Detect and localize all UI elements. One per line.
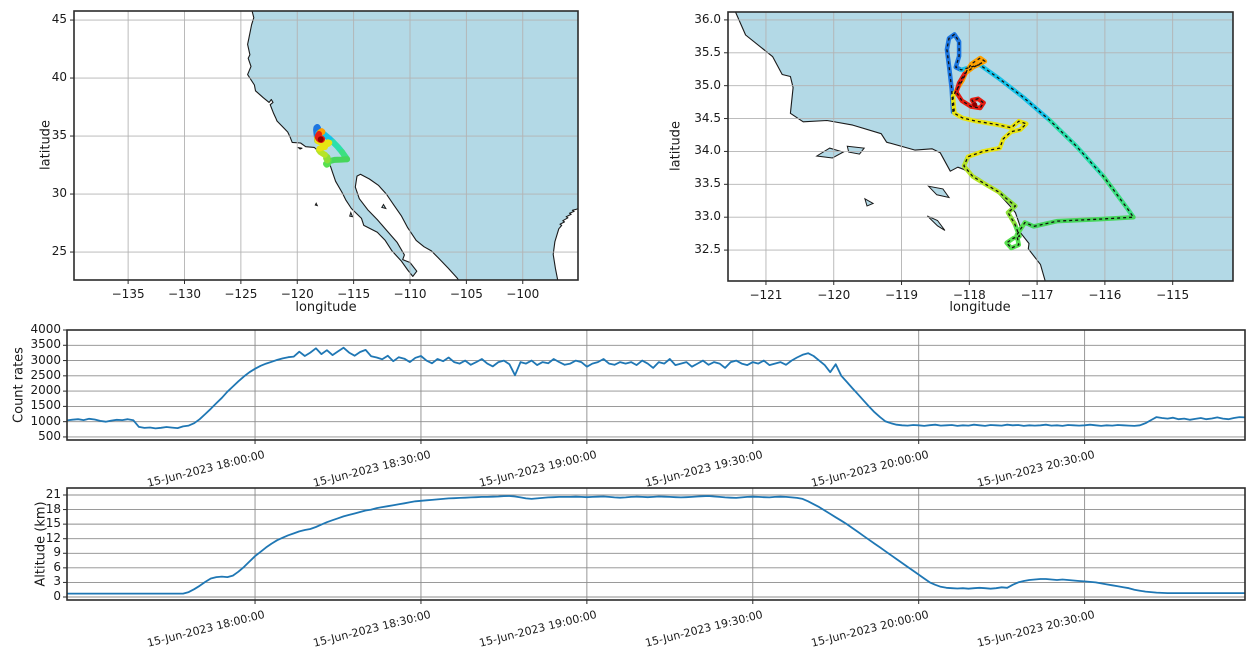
lon-tick-label: −115 (1156, 288, 1190, 302)
y-tick-label: 9 (53, 545, 61, 560)
lon-tick-label: −119 (885, 288, 918, 302)
altitude-plot (63, 487, 1246, 604)
y-tick-label: 3 (53, 574, 61, 589)
time-tick-label: 15-Jun-2023 19:00:00 (478, 447, 599, 490)
lon-tick-label: −117 (1020, 288, 1054, 302)
lat-tick-label: 35.0 (694, 77, 721, 92)
lat-tick-label: 36.0 (694, 11, 721, 26)
time-tick-label: 15-Jun-2023 19:00:00 (478, 607, 599, 650)
y-tick-label: 2500 (30, 367, 61, 382)
lat-tick-label: 30 (51, 186, 67, 201)
lon-tick-label: −116 (1088, 288, 1122, 302)
lon-tick-label: −121 (749, 288, 783, 302)
lat-tick-label: 32.5 (694, 242, 721, 257)
map-detail-plot (724, 11, 1234, 285)
y-tick-label: 3500 (30, 337, 61, 352)
time-tick-label: 15-Jun-2023 19:30:00 (643, 607, 765, 650)
time-tick-label: 15-Jun-2023 18:30:00 (312, 447, 433, 490)
y-tick-label: 4000 (30, 322, 61, 336)
lat-tick-label: 34.5 (694, 110, 721, 125)
lat-tick-label: 45 (51, 12, 67, 27)
y-tick-label: 12 (45, 530, 61, 545)
lat-tick-label: 25 (51, 244, 67, 259)
map-detail-ylabel: latitude (668, 121, 684, 171)
y-tick-label: 21 (45, 486, 61, 501)
map-overview-plot (70, 10, 579, 284)
lon-tick-label: −105 (449, 287, 483, 301)
lon-tick-label: −118 (952, 288, 986, 302)
lon-tick-label: −120 (280, 287, 314, 301)
lat-tick-label: 33.0 (694, 209, 721, 224)
y-tick-label: 500 (38, 428, 61, 443)
lat-tick-label: 40 (51, 70, 67, 85)
lon-tick-label: −115 (337, 287, 371, 301)
time-tick-label: 15-Jun-2023 20:30:00 (975, 447, 1097, 490)
time-tick-label: 15-Jun-2023 19:30:00 (643, 447, 765, 490)
time-tick-label: 15-Jun-2023 18:00:00 (146, 607, 267, 650)
lat-tick-label: 35.5 (694, 44, 721, 59)
lon-tick-label: −125 (224, 287, 258, 301)
y-tick-label: 0 (53, 588, 61, 603)
time-tick-label: 15-Jun-2023 18:00:00 (146, 447, 267, 490)
lon-tick-label: −120 (817, 288, 851, 302)
count-rates-ylabel: Count rates (11, 347, 27, 423)
lon-tick-label: −130 (168, 287, 201, 301)
y-tick-label: 18 (45, 501, 61, 516)
y-tick-label: 6 (53, 559, 61, 574)
y-tick-label: 1000 (30, 413, 61, 428)
y-tick-label: 1500 (30, 398, 61, 413)
time-tick-label: 15-Jun-2023 20:30:00 (975, 607, 1097, 650)
map-overview-xlabel: longitude (295, 300, 357, 315)
time-tick-label: 15-Jun-2023 20:00:00 (809, 447, 931, 490)
lon-tick-label: −110 (393, 287, 427, 301)
time-tick-label: 15-Jun-2023 18:30:00 (312, 607, 433, 650)
count-rates-plot (63, 329, 1246, 444)
y-tick-label: 2000 (30, 383, 61, 398)
y-tick-label: 3000 (30, 352, 61, 367)
lat-tick-label: 34.0 (694, 143, 721, 158)
time-tick-label: 15-Jun-2023 20:00:00 (809, 607, 931, 650)
y-tick-label: 15 (45, 516, 61, 531)
lon-tick-label: −100 (506, 287, 540, 301)
lat-tick-label: 35 (51, 128, 67, 143)
lon-tick-label: −135 (111, 287, 145, 301)
map-detail-xlabel: longitude (949, 300, 1011, 315)
lat-tick-label: 33.5 (694, 176, 721, 191)
